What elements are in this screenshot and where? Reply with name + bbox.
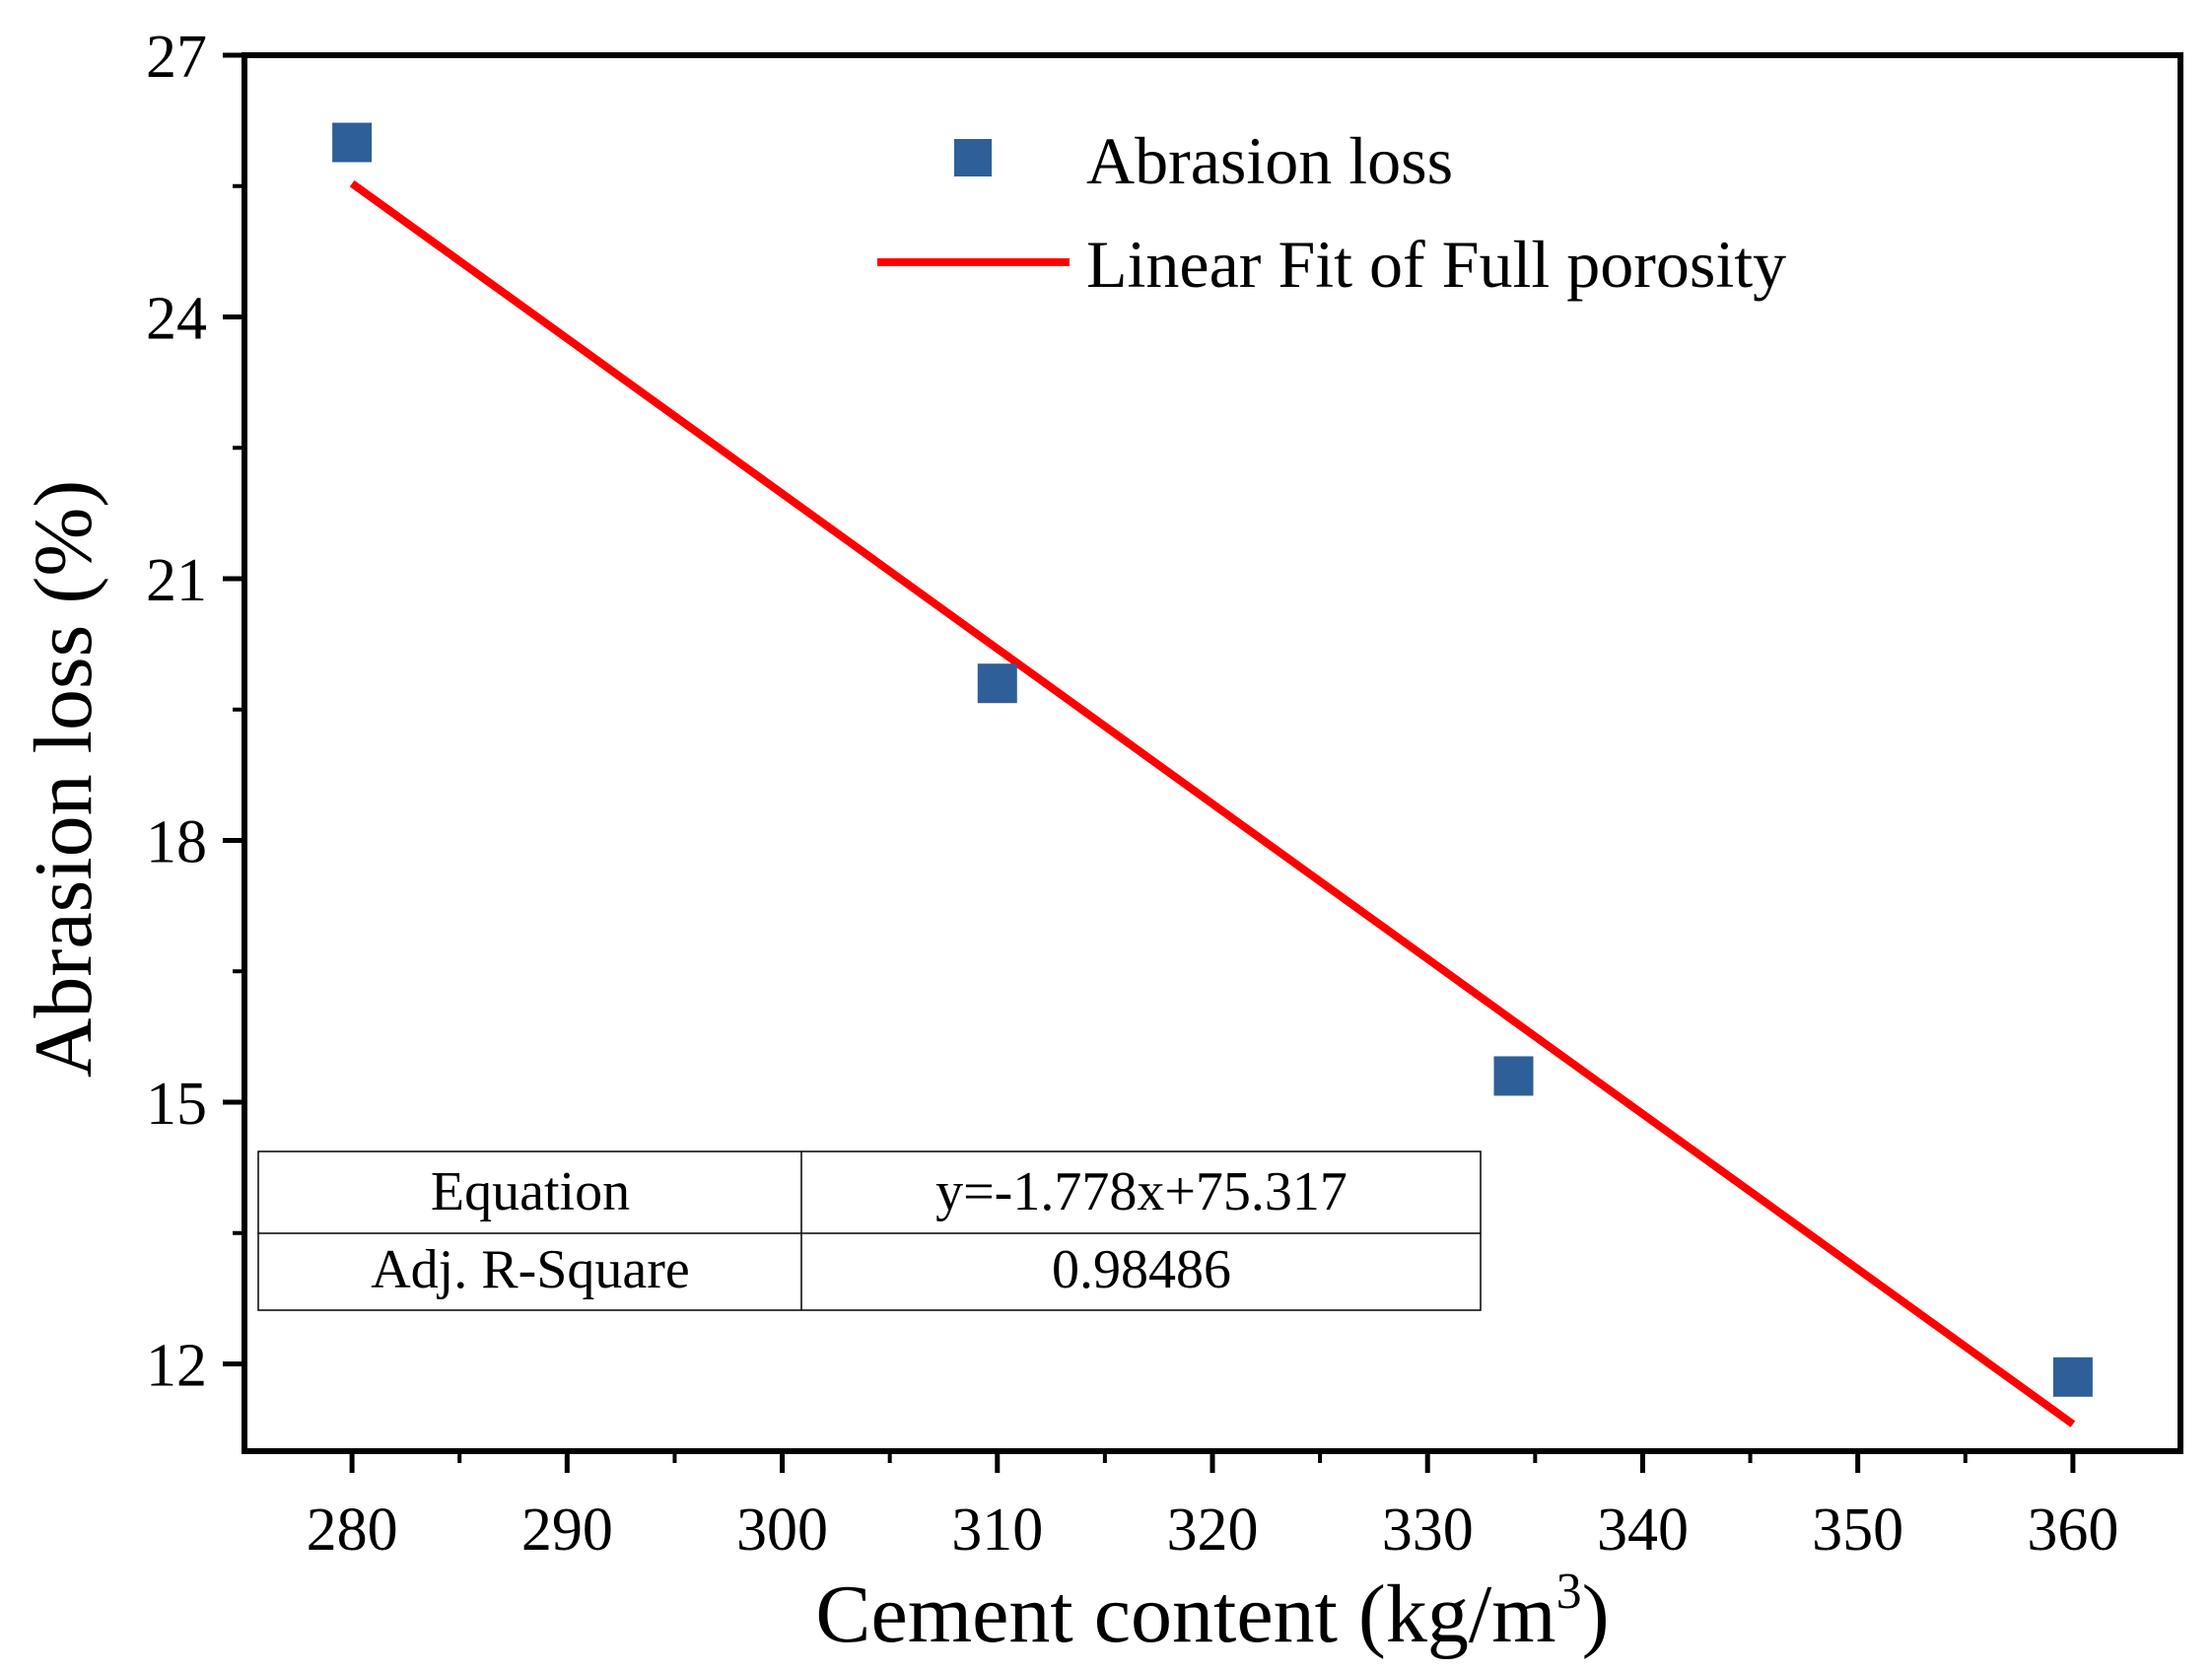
fit-table: Equation y=-1.778x+75.317 Adj. R-Square …	[257, 1150, 1482, 1311]
x-tick-label: 310	[951, 1497, 1043, 1564]
data-point	[1493, 1056, 1534, 1096]
plot-frame	[242, 52, 2183, 1454]
ticks-layer: 280 290 300 310 320 330 340 350 360 12 15 18 21 24 27	[146, 24, 2118, 1564]
fit-table-equation-label: Equation	[431, 1161, 630, 1222]
x-tick-label: 320	[1167, 1497, 1259, 1564]
fit-table-r2-value: 0.98486	[1052, 1239, 1231, 1300]
x-tick-label: 330	[1382, 1497, 1474, 1564]
data-point	[2052, 1357, 2093, 1397]
y-tick-label: 12	[146, 1333, 207, 1400]
y-tick-label: 18	[146, 809, 207, 876]
legend: Abrasion loss Linear Fit of Full porosit…	[877, 123, 1786, 302]
x-tick-label: 300	[736, 1497, 828, 1564]
y-axis-title: Abrasion loss (%)	[18, 480, 109, 1079]
y-tick-label: 24	[146, 286, 207, 353]
x-tick-label: 290	[521, 1497, 613, 1564]
fit-table-r2-label: Adj. R-Square	[371, 1239, 690, 1300]
data-point	[977, 663, 1017, 704]
data-point	[332, 122, 373, 163]
x-tick-label: 360	[2027, 1497, 2118, 1564]
points-layer	[332, 122, 2093, 1397]
fit-line-layer	[349, 179, 2076, 1428]
fit-table-border	[257, 1150, 1482, 1311]
legend-label-linear-fit: Linear Fit of Full porosity	[1086, 227, 1786, 302]
y-tick-label: 15	[146, 1071, 207, 1138]
x-axis-title: Cement content (kg/m3)	[815, 1564, 1609, 1660]
y-tick-label: 21	[146, 547, 207, 614]
x-tick-label: 350	[1812, 1497, 1903, 1564]
fit-table-equation-value: y=-1.778x+75.317	[935, 1161, 1348, 1222]
linear-fit-line	[349, 179, 2076, 1428]
y-tick-label: 27	[146, 24, 207, 91]
legend-label-abrasion-loss: Abrasion loss	[1086, 123, 1453, 198]
x-tick-label: 340	[1597, 1497, 1689, 1564]
x-tick-label: 280	[307, 1497, 398, 1564]
legend-square-marker	[954, 139, 992, 176]
